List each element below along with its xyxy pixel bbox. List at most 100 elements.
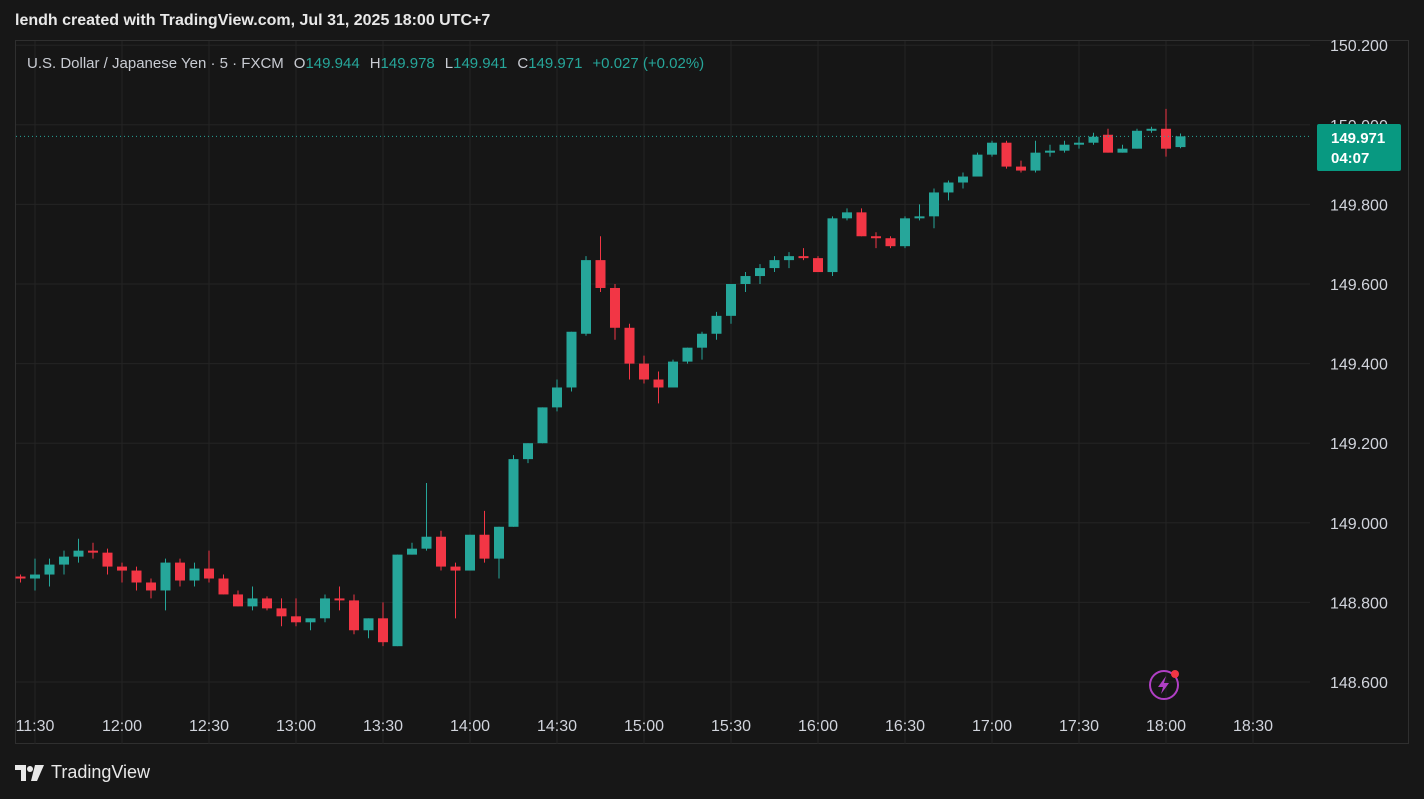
candle	[276, 598, 287, 627]
chart-pane[interactable]	[15, 40, 1409, 744]
candle	[885, 236, 896, 249]
candle	[392, 554, 403, 647]
candle	[1045, 144, 1055, 157]
time-tick-label: 16:30	[885, 718, 925, 735]
candle	[653, 371, 664, 404]
candle-body	[987, 142, 997, 155]
candle	[958, 172, 968, 189]
candle-body	[262, 598, 272, 609]
time-tick-label: 18:00	[1146, 718, 1186, 735]
candle	[697, 331, 707, 360]
candle	[450, 562, 461, 619]
candle-body	[450, 566, 461, 571]
candle-body	[653, 379, 664, 388]
candle-body	[247, 598, 258, 607]
candle	[1175, 133, 1186, 149]
last-price-badge: 149.971 04:07	[1317, 124, 1401, 171]
candle	[175, 558, 185, 587]
candle	[581, 256, 591, 336]
price-tick-label: 148.600	[1330, 675, 1388, 692]
candle-body	[102, 552, 113, 567]
candle	[552, 379, 562, 412]
candle	[349, 594, 359, 635]
candle	[813, 256, 823, 273]
candle-body	[30, 574, 40, 579]
candle-body	[610, 287, 620, 328]
candles	[15, 108, 1186, 647]
candle-body	[320, 598, 330, 619]
time-tick-label: 17:30	[1059, 718, 1099, 735]
time-axis[interactable]: 11:30 12:00 12:30 13:00 13:30 14:00 14:30 15:00…	[16, 718, 1274, 735]
candle	[740, 272, 751, 292]
candle-body	[204, 568, 214, 579]
candle-body	[1030, 152, 1041, 171]
time-tick-label: 18:30	[1233, 718, 1273, 735]
candle-body	[1161, 128, 1171, 149]
low-value: 149.941	[453, 55, 508, 72]
candle	[842, 208, 852, 221]
candle	[972, 152, 983, 177]
candle	[1103, 128, 1113, 153]
candle-body	[537, 407, 548, 444]
candle-body	[1132, 130, 1142, 149]
candle-body	[813, 258, 823, 273]
candle	[624, 323, 635, 380]
candle-body	[523, 443, 533, 460]
candle-body	[218, 578, 229, 595]
brand-logo[interactable]: TradingView	[15, 762, 150, 783]
candle	[900, 216, 910, 249]
candle	[595, 236, 606, 292]
candle-body	[885, 238, 896, 247]
candle	[291, 598, 301, 627]
candle-body	[378, 618, 388, 643]
candle-body	[436, 536, 446, 567]
candle-body	[552, 387, 562, 408]
price-axis[interactable]: 148.600 148.800 149.000 149.200 149.400 149.6…	[1330, 38, 1388, 692]
candle	[523, 443, 533, 464]
grid-lines	[16, 41, 1310, 744]
candle-body	[59, 556, 69, 565]
time-tick-label: 14:30	[537, 718, 577, 735]
candle	[1016, 160, 1026, 173]
tradingview-logo-icon	[15, 764, 44, 781]
candle	[160, 558, 171, 611]
high-value: 149.978	[380, 55, 435, 72]
bar-countdown: 04:07	[1331, 150, 1370, 167]
candle	[711, 311, 722, 340]
candle	[436, 530, 446, 571]
candle	[479, 510, 490, 563]
close-key: C	[517, 55, 529, 72]
time-tick-label: 12:00	[102, 718, 142, 735]
chart-caption: lendh created with TradingView.com, Jul …	[15, 12, 491, 29]
candle	[1161, 108, 1171, 157]
time-tick-label: 17:00	[972, 718, 1012, 735]
symbol-title: U.S. Dollar / Japanese Yen · 5 · FXCM	[27, 55, 284, 72]
last-price-value: 149.971	[1331, 130, 1386, 147]
lightning-alert-icon[interactable]	[1148, 669, 1180, 701]
candle-body	[305, 618, 316, 623]
candle	[218, 574, 229, 595]
candle	[88, 542, 98, 559]
candle	[537, 407, 548, 444]
candle-body	[1074, 142, 1084, 145]
candle-body	[160, 562, 171, 591]
price-tick-label: 149.000	[1330, 516, 1388, 533]
candle	[407, 542, 417, 555]
symbol-legend: U.S. Dollar / Japanese Yen · 5 · FXCM O14…	[27, 55, 704, 72]
candle	[856, 208, 867, 237]
candle-body	[842, 212, 852, 219]
candle-body	[1103, 134, 1113, 153]
candle-body	[1045, 150, 1055, 153]
candle	[943, 180, 954, 201]
candle-body	[465, 534, 475, 571]
candle	[769, 256, 780, 273]
candle	[682, 347, 693, 364]
candle	[494, 526, 504, 579]
candle	[131, 566, 142, 591]
candle	[59, 550, 69, 575]
candle	[247, 586, 258, 611]
candle-body	[146, 582, 156, 591]
candle	[421, 483, 432, 551]
candle	[465, 534, 475, 571]
